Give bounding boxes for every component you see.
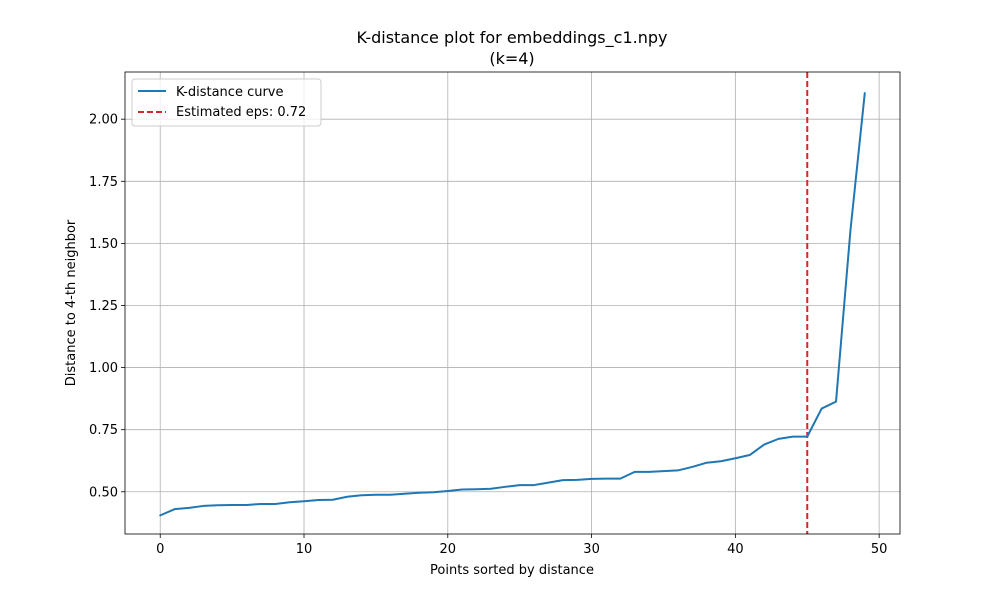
data-point [777,438,779,440]
data-point [173,508,175,510]
grid-lines [125,72,900,534]
plot-area-frame [124,71,901,535]
data-point [763,443,765,445]
data-point [231,504,233,506]
y-tick-label: 0.75 [89,423,118,438]
data-point [346,496,348,498]
x-tick-label: 30 [583,542,600,557]
data-point [806,435,808,437]
data-point [820,407,822,409]
data-point [490,488,492,490]
y-tick-label: 2.00 [89,113,118,128]
data-point [662,470,664,472]
data-point [705,462,707,464]
y-tick-label: 1.00 [89,361,118,376]
x-tick-label: 0 [156,542,164,557]
y-axis-label: Distance to 4-th neighbor [64,219,79,386]
data-point [634,471,636,473]
data-point [303,500,305,502]
y-tick-label: 1.50 [89,237,118,252]
data-point [403,493,405,495]
data-point [691,466,693,468]
data-point [547,481,549,483]
y-tick-label: 0.50 [89,485,118,500]
x-tick-label: 10 [296,542,313,557]
series-layer [159,92,866,517]
x-tick-label: 40 [727,542,744,557]
data-point [245,504,247,506]
data-point [274,503,276,505]
data-point [619,477,621,479]
data-point [792,435,794,437]
x-tick-label: 50 [871,542,888,557]
data-point [648,471,650,473]
data-point [734,457,736,459]
data-point [202,505,204,507]
data-point [159,514,161,516]
y-axis-ticks: 0.50 0.75 1.00 1.25 1.50 1.75 2.00 [89,113,125,500]
data-point [576,479,578,481]
data-point [518,484,520,486]
data-point [461,488,463,490]
data-point [288,501,290,503]
data-point [562,479,564,481]
data-point [260,503,262,505]
data-point [418,492,420,494]
data-point [605,477,607,479]
data-point [677,469,679,471]
data-point [217,504,219,506]
series-line-k-distance [159,92,866,517]
x-axis-ticks: 0 10 20 30 40 50 [156,534,887,557]
data-point [864,92,866,94]
legend-box [131,78,322,127]
legend-label-eps: Estimated eps: 0.72 [176,105,306,120]
data-point [533,484,535,486]
data-point [590,478,592,480]
data-point [835,400,837,402]
data-point [504,486,506,488]
y-tick-label: 1.75 [89,175,118,190]
data-point [475,488,477,490]
data-point [720,460,722,462]
data-point [360,494,362,496]
data-point [447,490,449,492]
x-tick-label: 20 [440,542,457,557]
data-point [432,491,434,493]
data-point [375,494,377,496]
data-point [749,454,751,456]
data-point [332,499,334,501]
legend: K-distance curve Estimated eps: 0.72 [131,78,322,127]
data-point [317,499,319,501]
x-axis-label: Points sorted by distance [430,563,594,578]
data-point [389,494,391,496]
data-point [849,230,851,232]
chart-title: K-distance plot for embeddings_c1.npy [357,28,668,48]
y-tick-label: 1.25 [89,299,118,314]
data-point [188,507,190,509]
chart-subtitle: (k=4) [489,49,534,68]
legend-label-curve: K-distance curve [176,85,284,100]
